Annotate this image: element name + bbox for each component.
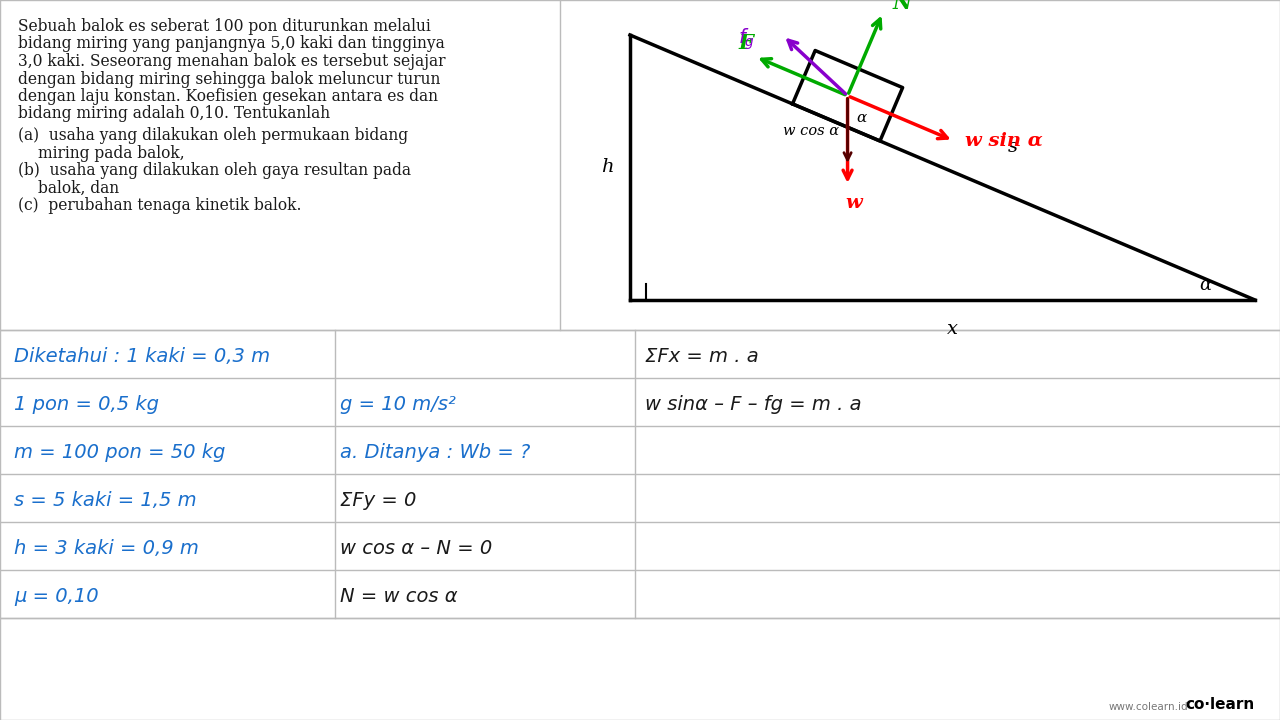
Text: bidang miring adalah 0,10. Tentukanlah: bidang miring adalah 0,10. Tentukanlah bbox=[18, 106, 330, 122]
Text: w: w bbox=[845, 194, 861, 212]
Text: (b)  usaha yang dilakukan oleh gaya resultan pada: (b) usaha yang dilakukan oleh gaya resul… bbox=[18, 162, 411, 179]
Text: a. Ditanya : Wb = ?: a. Ditanya : Wb = ? bbox=[340, 443, 530, 462]
Text: w cos α – N = 0: w cos α – N = 0 bbox=[340, 539, 493, 557]
Text: www.colearn.id: www.colearn.id bbox=[1108, 702, 1188, 712]
Text: dengan laju konstan. Koefisien gesekan antara es dan: dengan laju konstan. Koefisien gesekan a… bbox=[18, 88, 438, 105]
Text: α: α bbox=[856, 111, 867, 125]
Text: m = 100 pon = 50 kg: m = 100 pon = 50 kg bbox=[14, 443, 225, 462]
Text: w sin α: w sin α bbox=[965, 132, 1043, 150]
Text: x: x bbox=[947, 320, 957, 338]
Text: (c)  perubahan tenaga kinetik balok.: (c) perubahan tenaga kinetik balok. bbox=[18, 197, 302, 214]
Text: Sebuah balok es seberat 100 pon diturunkan melalui: Sebuah balok es seberat 100 pon diturunk… bbox=[18, 18, 431, 35]
Text: g = 10 m/s²: g = 10 m/s² bbox=[340, 395, 456, 413]
Text: 1 pon = 0,5 kg: 1 pon = 0,5 kg bbox=[14, 395, 159, 413]
Text: s: s bbox=[1007, 138, 1018, 156]
Text: ΣFx = m . a: ΣFx = m . a bbox=[645, 346, 759, 366]
Text: w sinα – F – fg = m . a: w sinα – F – fg = m . a bbox=[645, 395, 861, 413]
Text: dengan bidang miring sehingga balok meluncur turun: dengan bidang miring sehingga balok melu… bbox=[18, 71, 440, 88]
Text: bidang miring yang panjangnya 5,0 kaki dan tingginya: bidang miring yang panjangnya 5,0 kaki d… bbox=[18, 35, 444, 53]
Text: $f_g$: $f_g$ bbox=[739, 27, 755, 53]
Text: (a)  usaha yang dilakukan oleh permukaan bidang: (a) usaha yang dilakukan oleh permukaan … bbox=[18, 127, 408, 144]
Text: h: h bbox=[602, 158, 614, 176]
Text: μ = 0,10: μ = 0,10 bbox=[14, 587, 99, 606]
Text: ΣFy = 0: ΣFy = 0 bbox=[340, 490, 416, 510]
Text: miring pada balok,: miring pada balok, bbox=[38, 145, 184, 161]
Text: co·learn: co·learn bbox=[1185, 697, 1254, 712]
Text: w cos α: w cos α bbox=[783, 124, 840, 138]
Text: N: N bbox=[892, 0, 911, 13]
Text: 3,0 kaki. Seseorang menahan balok es tersebut sejajar: 3,0 kaki. Seseorang menahan balok es ter… bbox=[18, 53, 445, 70]
Text: α: α bbox=[1199, 276, 1211, 294]
Text: F: F bbox=[739, 32, 753, 53]
Text: balok, dan: balok, dan bbox=[38, 179, 119, 197]
Text: s = 5 kaki = 1,5 m: s = 5 kaki = 1,5 m bbox=[14, 490, 197, 510]
Text: h = 3 kaki = 0,9 m: h = 3 kaki = 0,9 m bbox=[14, 539, 198, 557]
Text: N = w cos α: N = w cos α bbox=[340, 587, 458, 606]
Text: Diketahui : 1 kaki = 0,3 m: Diketahui : 1 kaki = 0,3 m bbox=[14, 346, 270, 366]
